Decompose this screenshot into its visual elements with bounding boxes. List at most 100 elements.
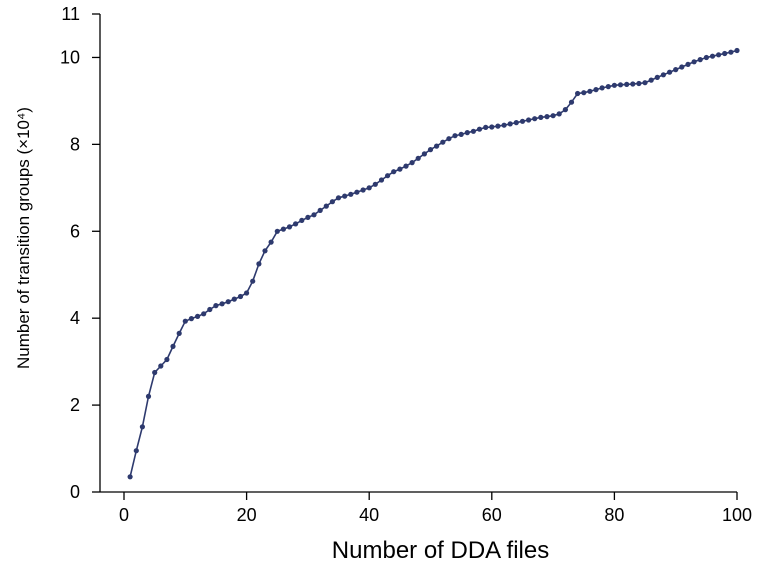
data-point xyxy=(207,306,213,313)
data-point xyxy=(421,151,427,157)
data-point xyxy=(268,239,274,245)
y-tick-label: 2 xyxy=(70,395,80,415)
data-point xyxy=(329,199,335,205)
data-point xyxy=(415,155,421,161)
data-point xyxy=(642,80,648,86)
data-point xyxy=(378,177,385,183)
data-point xyxy=(360,187,366,193)
data-point xyxy=(219,301,225,307)
data-point xyxy=(501,122,507,128)
data-point xyxy=(581,90,587,96)
data-point xyxy=(734,47,740,54)
x-tick-label: 0 xyxy=(119,505,129,525)
y-tick-label: 11 xyxy=(61,4,80,24)
data-point xyxy=(599,85,605,91)
data-point xyxy=(293,221,299,227)
data-point xyxy=(575,90,581,97)
series-line xyxy=(129,49,738,477)
x-tick-label: 80 xyxy=(604,505,624,525)
data-point xyxy=(556,111,562,117)
x-tick-label: 20 xyxy=(237,505,257,525)
data-point xyxy=(311,212,317,218)
data-point xyxy=(679,64,685,70)
data-point xyxy=(231,296,237,302)
data-point xyxy=(170,343,176,349)
data-point xyxy=(262,248,268,254)
data-point xyxy=(654,74,660,80)
data-point xyxy=(562,107,569,113)
y-axis-ticks: 0 2 4 6 8 10 11 xyxy=(60,4,100,502)
data-point xyxy=(213,303,219,309)
data-point xyxy=(667,69,673,75)
data-point xyxy=(526,117,532,123)
x-tick-label: 100 xyxy=(722,505,752,525)
data-point xyxy=(709,53,716,59)
data-point xyxy=(648,77,654,83)
data-point xyxy=(452,133,458,139)
data-point xyxy=(366,185,372,191)
data-point xyxy=(532,116,538,122)
data-point xyxy=(470,128,476,134)
data-point xyxy=(434,143,440,149)
data-point xyxy=(391,169,397,175)
x-tick-label: 60 xyxy=(482,505,502,525)
data-point xyxy=(440,139,446,145)
data-point xyxy=(673,67,679,73)
data-point xyxy=(660,72,667,78)
data-point xyxy=(464,130,470,136)
data-point xyxy=(716,52,722,58)
data-point xyxy=(182,318,188,324)
data-point xyxy=(342,193,348,199)
data-point xyxy=(458,131,464,137)
x-axis-ticks: 0 20 40 60 80 100 xyxy=(119,492,752,525)
y-tick-label: 4 xyxy=(70,308,80,328)
data-point xyxy=(611,82,618,88)
data-point xyxy=(354,189,360,195)
y-tick-label: 10 xyxy=(60,47,80,67)
data-point xyxy=(164,356,170,363)
data-point xyxy=(495,123,501,129)
data-point xyxy=(403,163,409,169)
data-point xyxy=(446,136,452,142)
data-point xyxy=(335,195,342,201)
x-tick-label: 40 xyxy=(359,505,379,525)
data-point xyxy=(489,124,495,130)
data-point xyxy=(476,126,483,132)
data-point xyxy=(513,120,519,126)
data-point xyxy=(507,121,513,127)
data-point xyxy=(519,118,526,124)
data-point xyxy=(280,226,286,232)
y-tick-label: 0 xyxy=(70,482,80,502)
y-tick-label: 6 xyxy=(70,221,80,241)
data-point xyxy=(538,114,544,120)
data-point xyxy=(152,369,158,376)
data-point xyxy=(250,278,256,284)
data-point xyxy=(550,113,556,119)
data-point xyxy=(409,160,415,166)
data-point xyxy=(691,59,697,65)
data-point xyxy=(225,299,231,305)
data-point xyxy=(195,313,201,319)
data-point xyxy=(323,203,329,209)
data-point xyxy=(587,88,593,94)
series-group xyxy=(127,47,740,480)
data-point xyxy=(685,61,691,67)
data-point xyxy=(397,166,403,172)
data-point xyxy=(624,81,630,87)
data-point xyxy=(348,191,354,197)
data-point xyxy=(188,316,194,322)
data-point xyxy=(158,363,164,369)
data-point xyxy=(593,87,599,93)
data-point xyxy=(636,80,642,87)
data-point xyxy=(728,49,734,55)
data-point xyxy=(237,293,244,300)
data-point xyxy=(317,207,323,213)
data-point xyxy=(427,147,434,153)
data-point xyxy=(286,224,293,230)
data-point xyxy=(244,290,250,296)
data-point xyxy=(127,474,133,480)
data-point xyxy=(145,393,152,399)
data-point xyxy=(372,181,378,187)
data-point xyxy=(274,228,280,234)
